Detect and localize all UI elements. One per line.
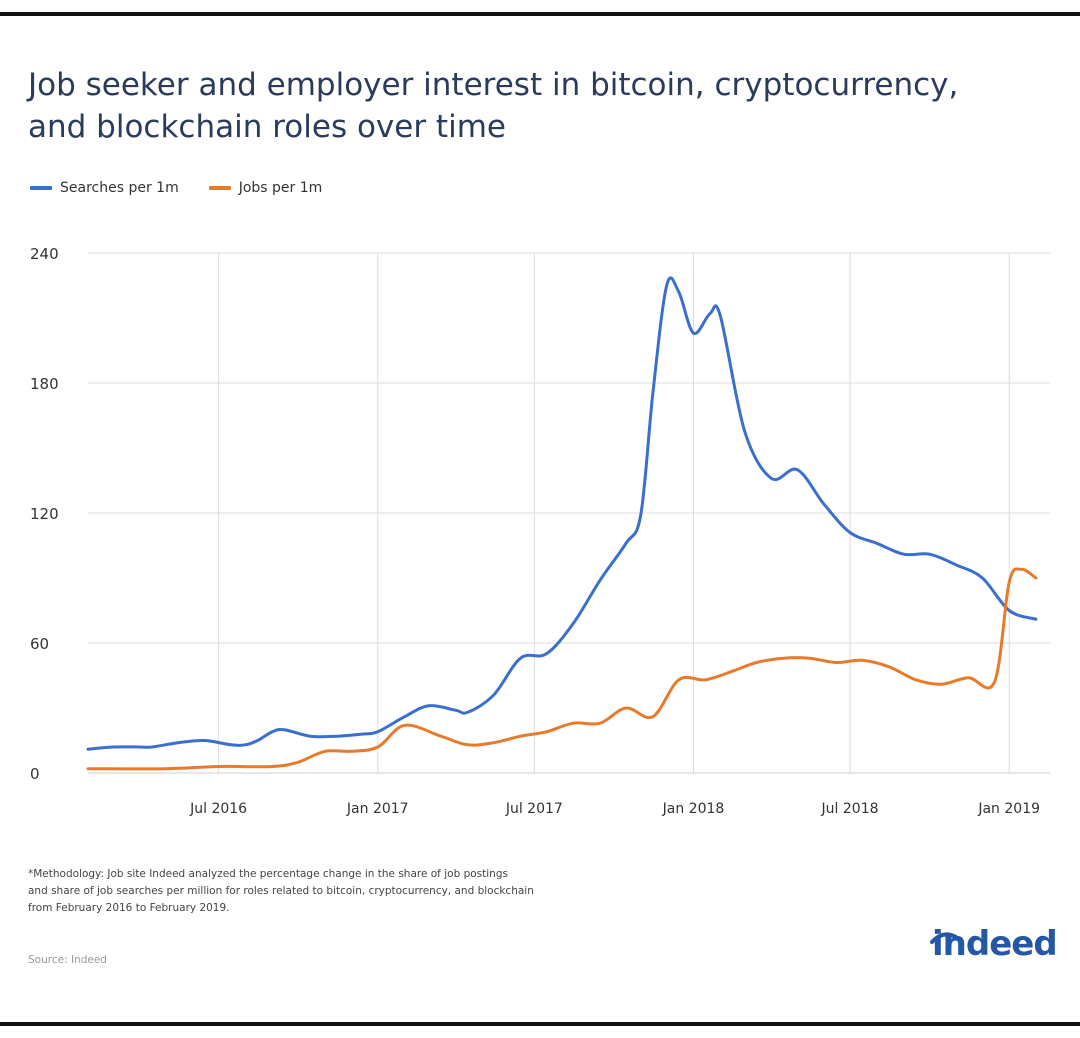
methodology-line-3: from February 2016 to February 2019. <box>28 902 230 914</box>
methodology-line-2: and share of job searches per million fo… <box>28 885 534 897</box>
x-tick-label: Jan 2019 <box>977 801 1040 817</box>
x-tick-label: Jul 2017 <box>505 801 563 817</box>
y-tick-label: 60 <box>30 635 49 653</box>
y-tick-label: 120 <box>30 505 59 523</box>
series-line-searches <box>86 276 1038 751</box>
x-tick-label: Jan 2018 <box>662 801 725 817</box>
top-rule <box>0 12 1080 16</box>
legend-swatch-jobs <box>208 186 231 190</box>
x-tick-label: Jan 2017 <box>346 801 409 817</box>
line-chart: 0 60 120 180 240 Jul 2016 Jan 2017 Jul 2017 Jan … <box>30 245 1050 817</box>
bottom-rule <box>0 1022 1080 1026</box>
methodology-line-1: *Methodology: Job site Indeed analyzed t… <box>28 868 508 880</box>
legend: Searches per 1m Jobs per 1m <box>30 180 322 196</box>
x-tick-label: Jul 2016 <box>189 801 247 817</box>
y-tick-label: 180 <box>30 375 59 393</box>
y-tick-label: 0 <box>30 765 40 783</box>
legend-item-searches: Searches per 1m <box>30 180 179 196</box>
y-tick-label: 240 <box>30 245 59 263</box>
series-line-jobs <box>86 567 1038 771</box>
x-tick-label: Jul 2018 <box>821 801 879 817</box>
indeed-logo: indeed <box>932 924 1058 964</box>
legend-item-jobs: Jobs per 1m <box>208 180 323 196</box>
logo-arc-icon <box>930 932 958 944</box>
chart-title-line-2: and blockchain roles over time <box>28 109 506 145</box>
legend-label-searches: Searches per 1m <box>60 180 179 196</box>
methodology-note: *Methodology: Job site Indeed analyzed t… <box>28 866 588 917</box>
legend-swatch-searches <box>30 186 52 190</box>
chart-title: Job seeker and employer interest in bitc… <box>28 64 1028 148</box>
chart-title-line-1: Job seeker and employer interest in bitc… <box>28 67 959 103</box>
legend-label-jobs: Jobs per 1m <box>238 180 323 196</box>
source-note: Source: Indeed <box>28 954 107 966</box>
